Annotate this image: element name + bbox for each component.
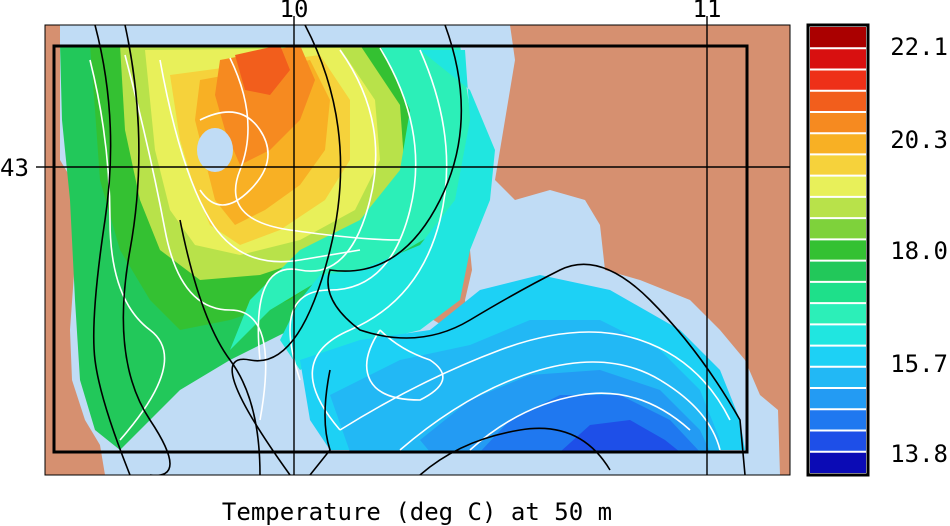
colorbar-band — [810, 196, 866, 219]
land-west — [45, 25, 105, 475]
colorbar-band — [810, 409, 866, 431]
colorbar-band — [810, 366, 866, 389]
colorbar-label-max: 22.1 — [890, 33, 948, 61]
grid-lines — [45, 25, 790, 475]
colorbar-band — [810, 27, 866, 49]
colorbar-label-20-3: 20.3 — [890, 126, 948, 154]
colorbar-band — [810, 133, 866, 155]
colorbar-label-min: 13.8 — [890, 440, 948, 468]
land-east — [495, 25, 790, 475]
y-tick-label-43: 43 — [0, 154, 29, 182]
colorbar-label-15-7: 15.7 — [890, 350, 948, 378]
x-tick-label-10: 10 — [280, 0, 309, 23]
colorbar-band — [810, 111, 866, 134]
colorbar-band — [810, 90, 866, 112]
colorbar-band — [810, 303, 866, 325]
map-area — [45, 25, 790, 475]
colorbar-band — [810, 451, 866, 473]
colorbar-band — [810, 260, 866, 282]
colorbar-band — [810, 239, 866, 261]
colorbar-band — [810, 69, 866, 91]
field-21 — [215, 45, 315, 165]
colorbar-band — [810, 218, 866, 240]
colorbar-band — [810, 388, 866, 410]
colorbar-band — [810, 175, 866, 197]
colorbar-band — [810, 48, 866, 70]
colorbar-label-18-0: 18.0 — [890, 237, 948, 265]
bathymetry-lines — [92, 25, 746, 475]
field-14 — [560, 420, 680, 452]
colorbar-band — [810, 345, 866, 367]
x-tick-label-11: 11 — [693, 0, 722, 23]
map-frame — [44, 24, 791, 476]
domain-box — [52, 44, 749, 454]
colorbar — [810, 27, 866, 473]
colorbar-band — [810, 154, 866, 176]
cool-eddy — [197, 128, 233, 172]
colorbar-band — [810, 281, 866, 304]
colorbar-band — [810, 324, 866, 346]
colorbar-band — [810, 430, 866, 452]
chart-title: Temperature (deg C) at 50 m — [222, 498, 612, 526]
field-21-5 — [235, 45, 290, 95]
colorbar-frame — [806, 23, 870, 477]
